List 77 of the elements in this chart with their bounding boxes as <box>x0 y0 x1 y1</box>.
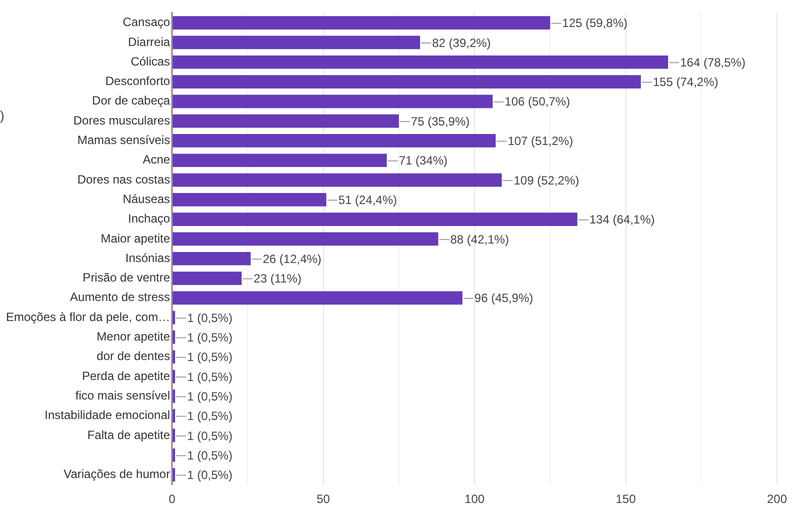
data-label: 1 (0,5%) <box>187 428 232 443</box>
data-label: 106 (50,7%) <box>504 94 570 109</box>
bar <box>172 154 387 168</box>
data-label: 134 (64,1%) <box>589 212 655 227</box>
bar <box>172 232 438 246</box>
data-label: 1 (0,5%) <box>187 389 232 404</box>
data-label: 23 (11%) <box>254 272 302 286</box>
y-tick-label: Desconforto <box>105 74 170 88</box>
bar <box>172 192 326 206</box>
data-label: 75 (35,9%) <box>410 114 470 128</box>
data-label: 88 (42,1%) <box>450 232 509 246</box>
bar <box>172 350 176 364</box>
x-tick-label: 200 <box>766 492 788 506</box>
y-tick-label: Prisão de ventre <box>82 270 170 285</box>
data-label: 155 (74,2%) <box>652 75 718 90</box>
bar <box>172 468 176 482</box>
bar <box>172 272 242 285</box>
bar <box>172 134 496 148</box>
y-tick-label: Variações de humor <box>64 467 170 482</box>
bar <box>172 409 176 423</box>
data-label: 1 (0,5%) <box>187 370 232 384</box>
data-label: 1 (0,5%) <box>187 330 232 345</box>
x-tick-label: 100 <box>464 492 485 506</box>
bar <box>172 330 176 344</box>
bar <box>172 16 550 30</box>
text: ) <box>0 108 4 123</box>
data-label: 82 (39,2%) <box>432 36 491 50</box>
data-label: 109 (52,2%) <box>514 173 580 188</box>
x-tick-label: 0 <box>168 492 176 506</box>
data-label: 51 (24,4%) <box>338 192 398 207</box>
bar <box>172 94 493 108</box>
y-tick-label: Dores nas costas <box>77 172 170 186</box>
y-tick-label: Aumento de stress <box>70 290 170 304</box>
bar <box>172 428 176 442</box>
y-tick-label: Cólicas <box>130 54 170 68</box>
y-tick-label: Instabilidade emocional <box>44 408 170 422</box>
y-tick-label: Menor apetite <box>96 330 170 344</box>
y-tick-label: Perda de apetite <box>82 368 170 383</box>
y-tick-label: Falta de apetite <box>87 428 170 442</box>
bar <box>172 36 420 50</box>
bar <box>172 55 668 69</box>
y-tick-label: dor de dentes <box>96 349 170 364</box>
data-label: 71 (34%) <box>398 154 448 168</box>
bar <box>172 310 176 324</box>
data-label: 164 (78,5%) <box>680 55 746 70</box>
y-tick-label: Inchaço <box>128 212 170 226</box>
y-tick-label: fico mais sensível <box>75 388 170 402</box>
y-tick-label: Dores musculares <box>73 113 170 128</box>
y-tick-label: Maior apetite <box>100 231 170 246</box>
x-tick-label: 150 <box>616 492 636 506</box>
y-tick-label: Cansaço <box>122 15 170 30</box>
y-tick-label: Insónias <box>125 250 170 265</box>
data-label: 1 (0,5%) <box>187 409 232 424</box>
data-label: 125 (59,8%) <box>562 16 628 30</box>
data-label: 1 (0,5%) <box>187 448 232 462</box>
bar <box>172 173 502 187</box>
data-label: 26 (12,4%) <box>262 252 322 266</box>
y-tick-label: Mamas sensíveis <box>77 133 170 148</box>
data-label: 1 (0,5%) <box>187 350 232 364</box>
bar <box>172 448 176 462</box>
data-label: 1 (0,5%) <box>187 468 232 482</box>
bar <box>172 114 399 128</box>
y-tick-label: Náuseas <box>122 192 170 206</box>
bar <box>172 212 578 226</box>
bar <box>172 252 251 266</box>
y-tick-label: Diarreia <box>128 34 170 49</box>
data-label: 96 (45,9%) <box>474 291 534 306</box>
bar <box>172 389 176 403</box>
y-tick-label: Acne <box>142 152 170 167</box>
y-tick-label: Dor de cabeça <box>92 94 170 108</box>
bar <box>172 291 462 305</box>
data-label: 107 (51,2%) <box>508 134 574 148</box>
bar <box>172 75 641 88</box>
y-tick-label: Emoções à flor da pele, com… <box>6 310 170 324</box>
bar <box>172 370 176 384</box>
x-tick-label: 50 <box>316 492 330 506</box>
data-label: 1 (0,5%) <box>187 310 232 325</box>
